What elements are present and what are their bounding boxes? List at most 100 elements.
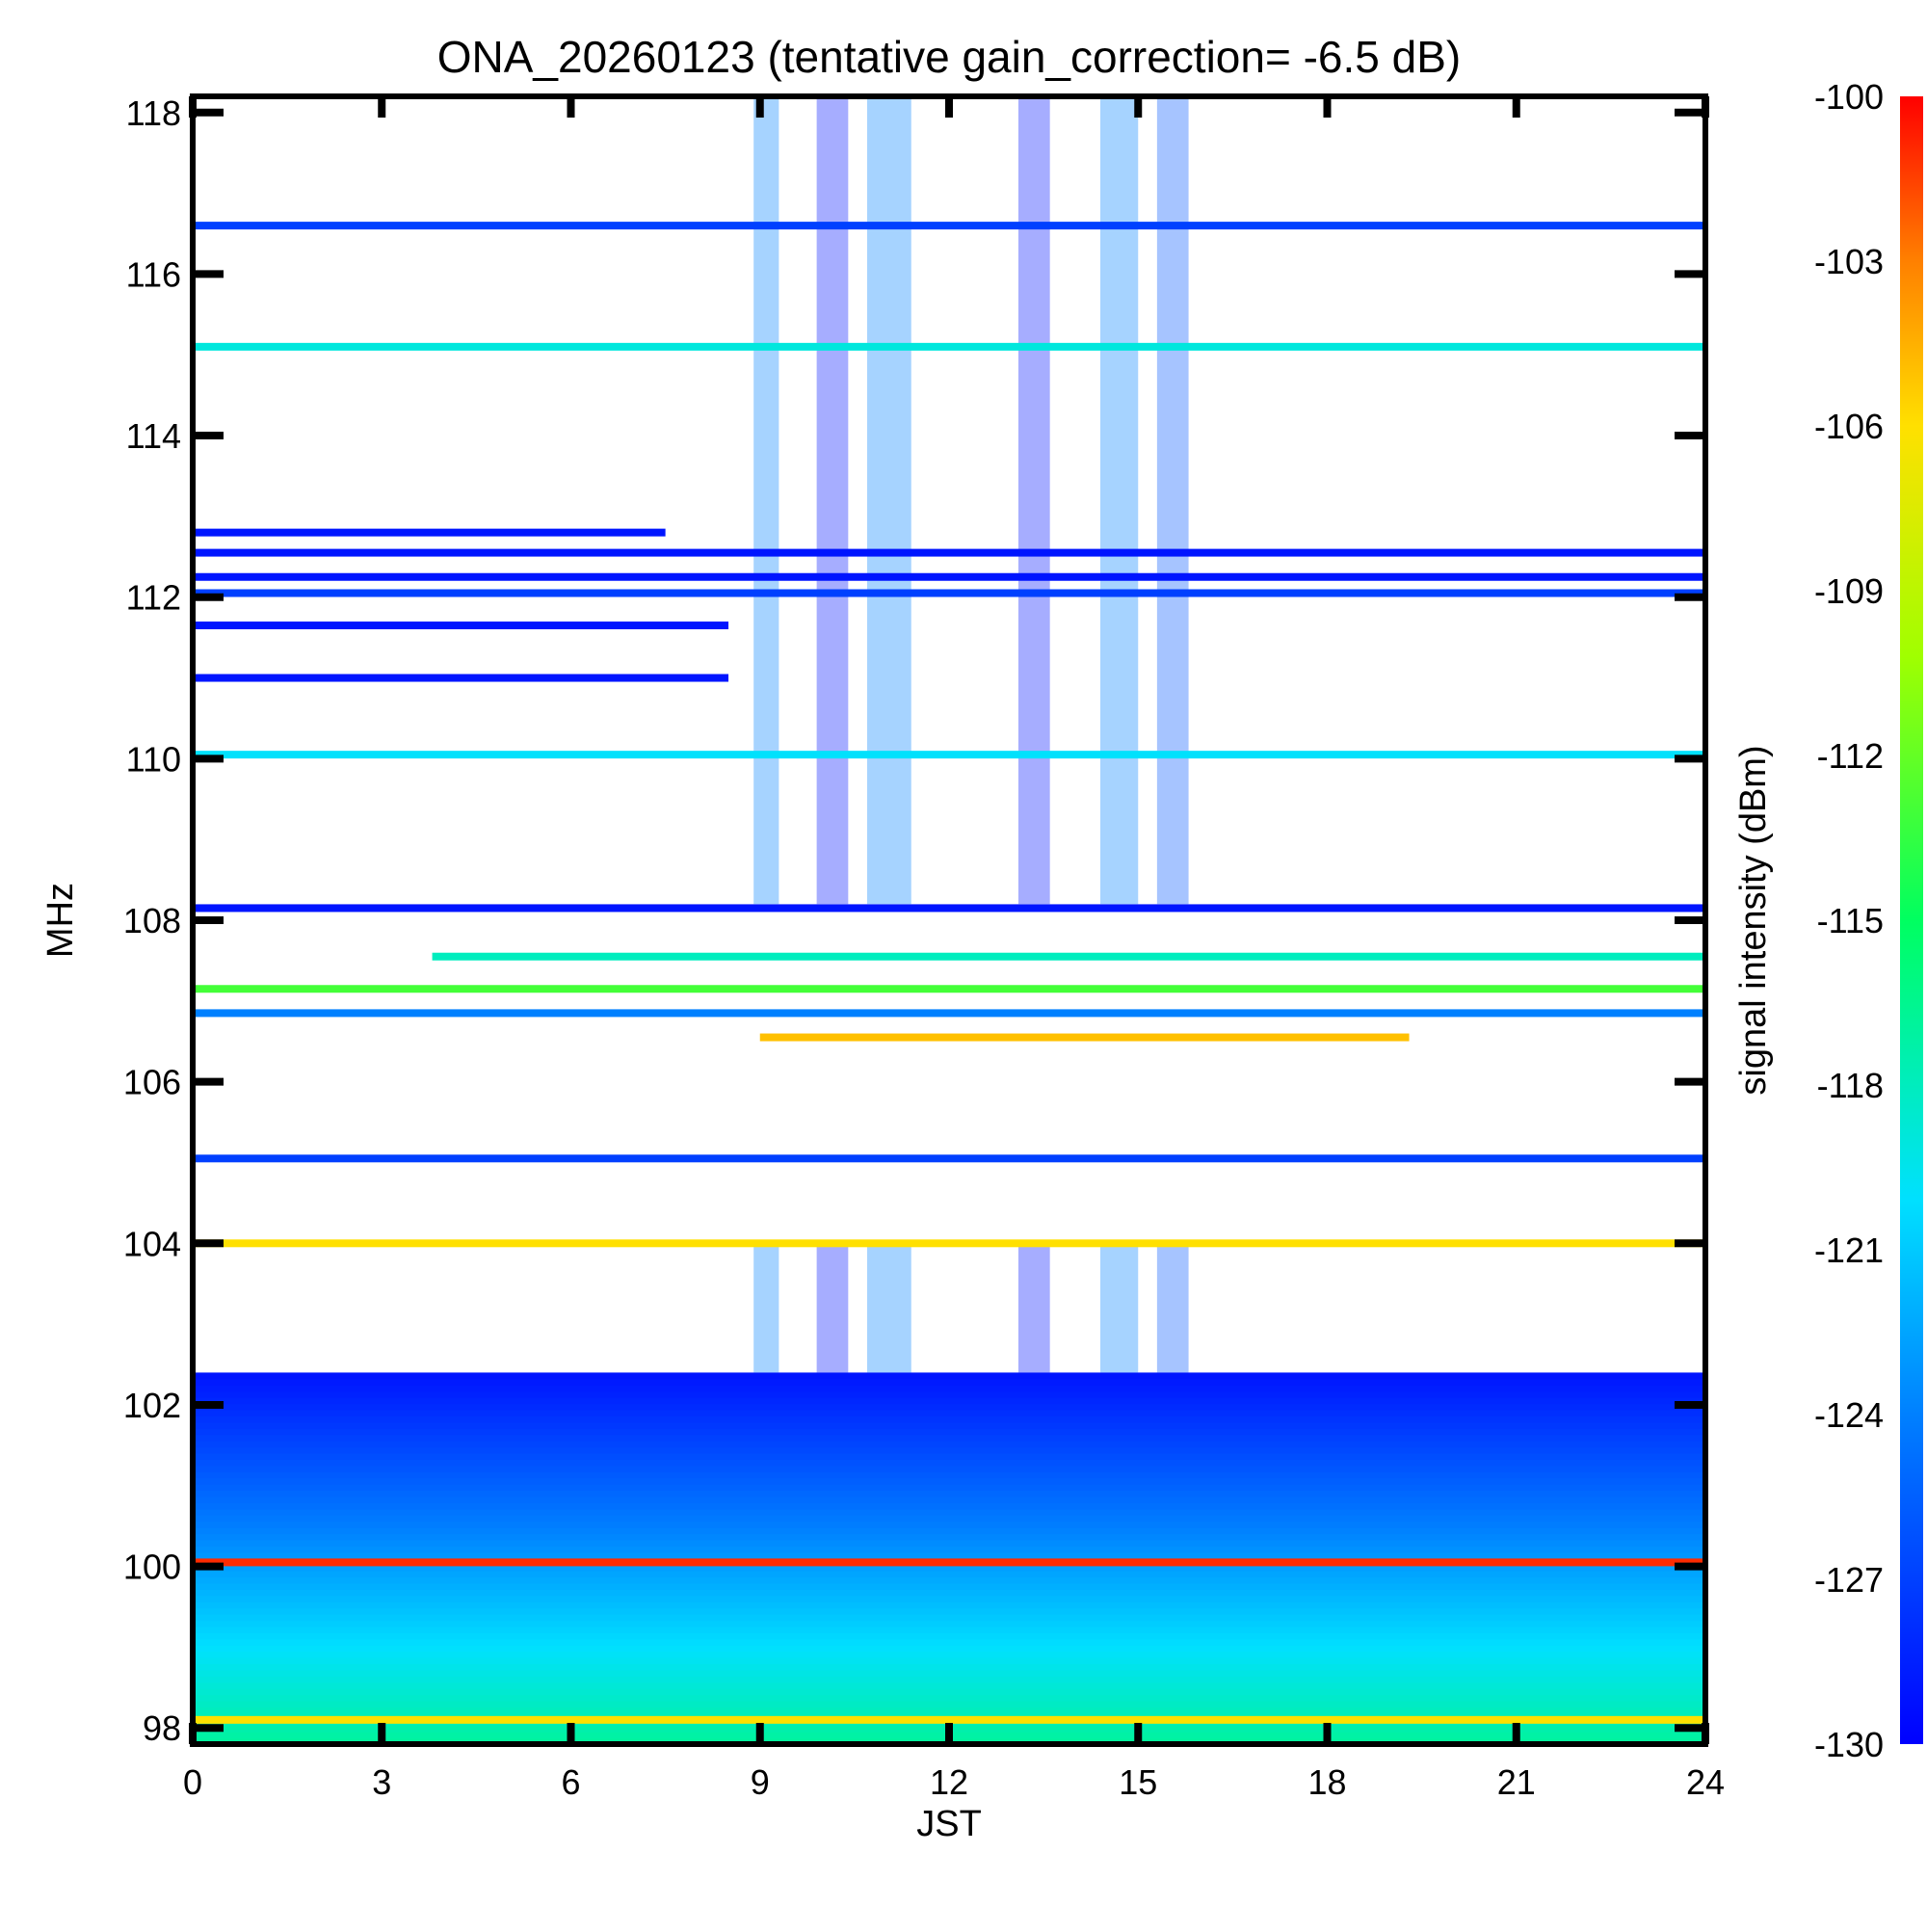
x-tick-label: 15 — [1119, 1762, 1157, 1802]
noise-floor-row — [193, 1409, 1705, 1416]
noise-floor-row — [193, 1551, 1705, 1559]
time-band-upper — [753, 96, 779, 905]
noise-floor-row — [193, 1490, 1705, 1497]
noise-floor-row — [193, 1495, 1705, 1503]
colorbar-label: signal intensity (dBm) — [1733, 745, 1774, 1095]
time-band-lower — [1156, 1243, 1189, 1373]
noise-floor-row — [193, 1416, 1705, 1423]
frequency-band — [432, 952, 1705, 961]
noise-floor-row — [193, 1564, 1705, 1572]
frequency-band — [193, 222, 1705, 230]
time-band-lower — [816, 1243, 849, 1373]
noise-floor-row — [193, 1620, 1705, 1628]
noise-floor-row — [193, 1546, 1705, 1553]
x-axis-ticks: 0 3 6 9 12 15 18 21 24 — [183, 96, 1725, 1802]
x-tick-label: 3 — [372, 1762, 391, 1802]
noise-floor-row — [193, 1421, 1705, 1429]
y-tick-label: 106 — [123, 1063, 181, 1102]
frequency-band — [193, 589, 1705, 597]
noise-floor-row — [193, 1694, 1705, 1702]
noise-floor-row — [193, 1385, 1705, 1392]
colorbar-tick-label: -127 — [1814, 1560, 1884, 1600]
colorbar-tick-label: -115 — [1817, 901, 1884, 940]
frequency-band — [193, 1009, 1705, 1018]
time-band-lower — [866, 1243, 911, 1373]
chart-title: ONA_20260123 (tentative gain_correction=… — [437, 32, 1462, 82]
plot-area — [193, 96, 1705, 1745]
noise-floor-row — [193, 1428, 1705, 1436]
colorbar-tick-label: -106 — [1814, 407, 1884, 446]
noise-floor-row — [193, 1638, 1705, 1646]
noise-floor-row — [193, 1681, 1705, 1689]
noise-floor-row — [193, 1452, 1705, 1460]
colorbar-tick-label: -103 — [1814, 242, 1884, 281]
noise-floor-row — [193, 1645, 1705, 1653]
noise-floor-row — [193, 1582, 1705, 1590]
colorbar-ticks: -100 -103 -106 -109 -112 -115 -118 -121 -124 -127… — [1814, 77, 1884, 1764]
frequency-band — [193, 674, 729, 682]
noise-floor-row — [193, 1477, 1705, 1485]
y-axis-ticks: 98 100 102 104 106 108 110 112 114 116 118 — [123, 93, 1705, 1748]
frequency-band — [193, 548, 1705, 557]
noise-floor-row — [193, 1595, 1705, 1602]
noise-floor-row — [193, 1539, 1705, 1547]
noise-floor-row — [193, 1378, 1705, 1386]
colorbar-tick-label: -118 — [1817, 1066, 1884, 1105]
noise-floor-row — [193, 1657, 1705, 1665]
y-tick-label: 104 — [123, 1224, 181, 1263]
y-tick-label: 118 — [126, 93, 181, 133]
time-band-lower — [753, 1243, 779, 1373]
noise-floor-row — [193, 1515, 1705, 1522]
frequency-band — [193, 1239, 1705, 1248]
frequency-band — [193, 751, 1705, 759]
colorbar-tick-label: -124 — [1814, 1395, 1884, 1435]
colorbar-tick-label: -100 — [1814, 77, 1884, 117]
noise-floor-row — [193, 1707, 1705, 1714]
y-tick-label: 100 — [123, 1548, 181, 1587]
noise-floor-row — [193, 1441, 1705, 1448]
y-tick-label: 112 — [126, 578, 181, 618]
x-tick-label: 24 — [1686, 1762, 1725, 1802]
noise-floor-row — [193, 1632, 1705, 1640]
noise-floor-row — [193, 1663, 1705, 1671]
noise-floor-row — [193, 1434, 1705, 1442]
noise-floor-row — [193, 1465, 1705, 1472]
colorbar-tick-label: -121 — [1814, 1231, 1884, 1270]
noise-floor-row — [193, 1459, 1705, 1467]
noise-floor-row — [193, 1397, 1705, 1405]
time-band-lower — [1100, 1243, 1139, 1373]
noise-floor-row — [193, 1614, 1705, 1622]
time-band-upper — [1156, 96, 1189, 905]
frequency-band — [193, 1154, 1705, 1163]
noise-floor-row — [193, 1589, 1705, 1597]
noise-floor-row — [193, 1372, 1705, 1380]
noise-floor-row — [193, 1403, 1705, 1411]
noise-floor-row — [193, 1484, 1705, 1492]
frequency-band — [193, 622, 729, 630]
frequency-band — [193, 1558, 1705, 1567]
x-tick-label: 6 — [561, 1762, 580, 1802]
x-tick-label: 12 — [930, 1762, 968, 1802]
frequency-band — [193, 342, 1705, 351]
colorbar-tick-label: -112 — [1817, 736, 1884, 776]
noise-floor-row — [193, 1626, 1705, 1633]
noise-floor-row — [193, 1601, 1705, 1609]
y-tick-label: 110 — [126, 739, 181, 779]
noise-floor-row — [193, 1571, 1705, 1578]
noise-floor-row — [193, 1527, 1705, 1535]
y-tick-label: 116 — [126, 254, 181, 294]
noise-floor-row — [193, 1669, 1705, 1677]
x-tick-label: 0 — [183, 1762, 202, 1802]
noise-floor-row — [193, 1446, 1705, 1454]
noise-floor-row — [193, 1521, 1705, 1528]
noise-floor-row — [193, 1651, 1705, 1658]
time-band-upper — [1017, 96, 1050, 905]
noise-floor-row — [193, 1701, 1705, 1708]
y-tick-label: 102 — [123, 1386, 181, 1425]
time-band-upper — [1100, 96, 1139, 905]
colorbar-tick-label: -130 — [1814, 1725, 1884, 1764]
frequency-band — [193, 985, 1705, 993]
time-band-upper — [866, 96, 911, 905]
y-tick-label: 114 — [126, 416, 181, 456]
